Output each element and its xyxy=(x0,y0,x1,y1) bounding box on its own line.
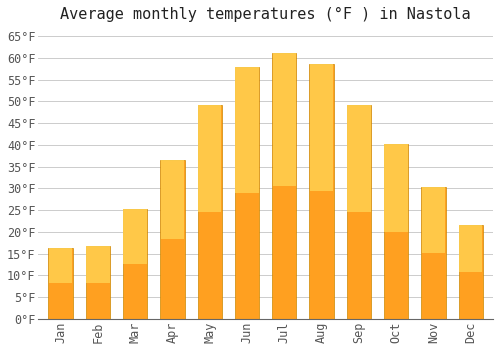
Bar xyxy=(123,209,148,319)
Bar xyxy=(272,54,296,186)
Bar xyxy=(198,105,222,212)
Bar xyxy=(160,160,184,239)
Bar xyxy=(459,225,482,272)
Bar xyxy=(422,187,446,319)
Bar xyxy=(384,144,408,319)
Bar xyxy=(347,105,370,212)
Bar xyxy=(86,246,110,282)
Bar xyxy=(422,187,445,253)
Bar xyxy=(310,64,334,319)
Bar xyxy=(86,246,110,319)
Bar xyxy=(48,248,72,319)
Bar xyxy=(160,160,184,319)
Bar xyxy=(458,225,483,319)
Bar xyxy=(384,144,408,232)
Bar xyxy=(272,54,296,319)
Bar xyxy=(49,248,72,284)
Title: Average monthly temperatures (°F ) in Nastola: Average monthly temperatures (°F ) in Na… xyxy=(60,7,471,22)
Bar xyxy=(236,67,258,193)
Bar xyxy=(198,105,222,319)
Bar xyxy=(235,67,259,319)
Bar xyxy=(310,64,334,191)
Bar xyxy=(346,105,371,319)
Bar xyxy=(124,209,147,264)
